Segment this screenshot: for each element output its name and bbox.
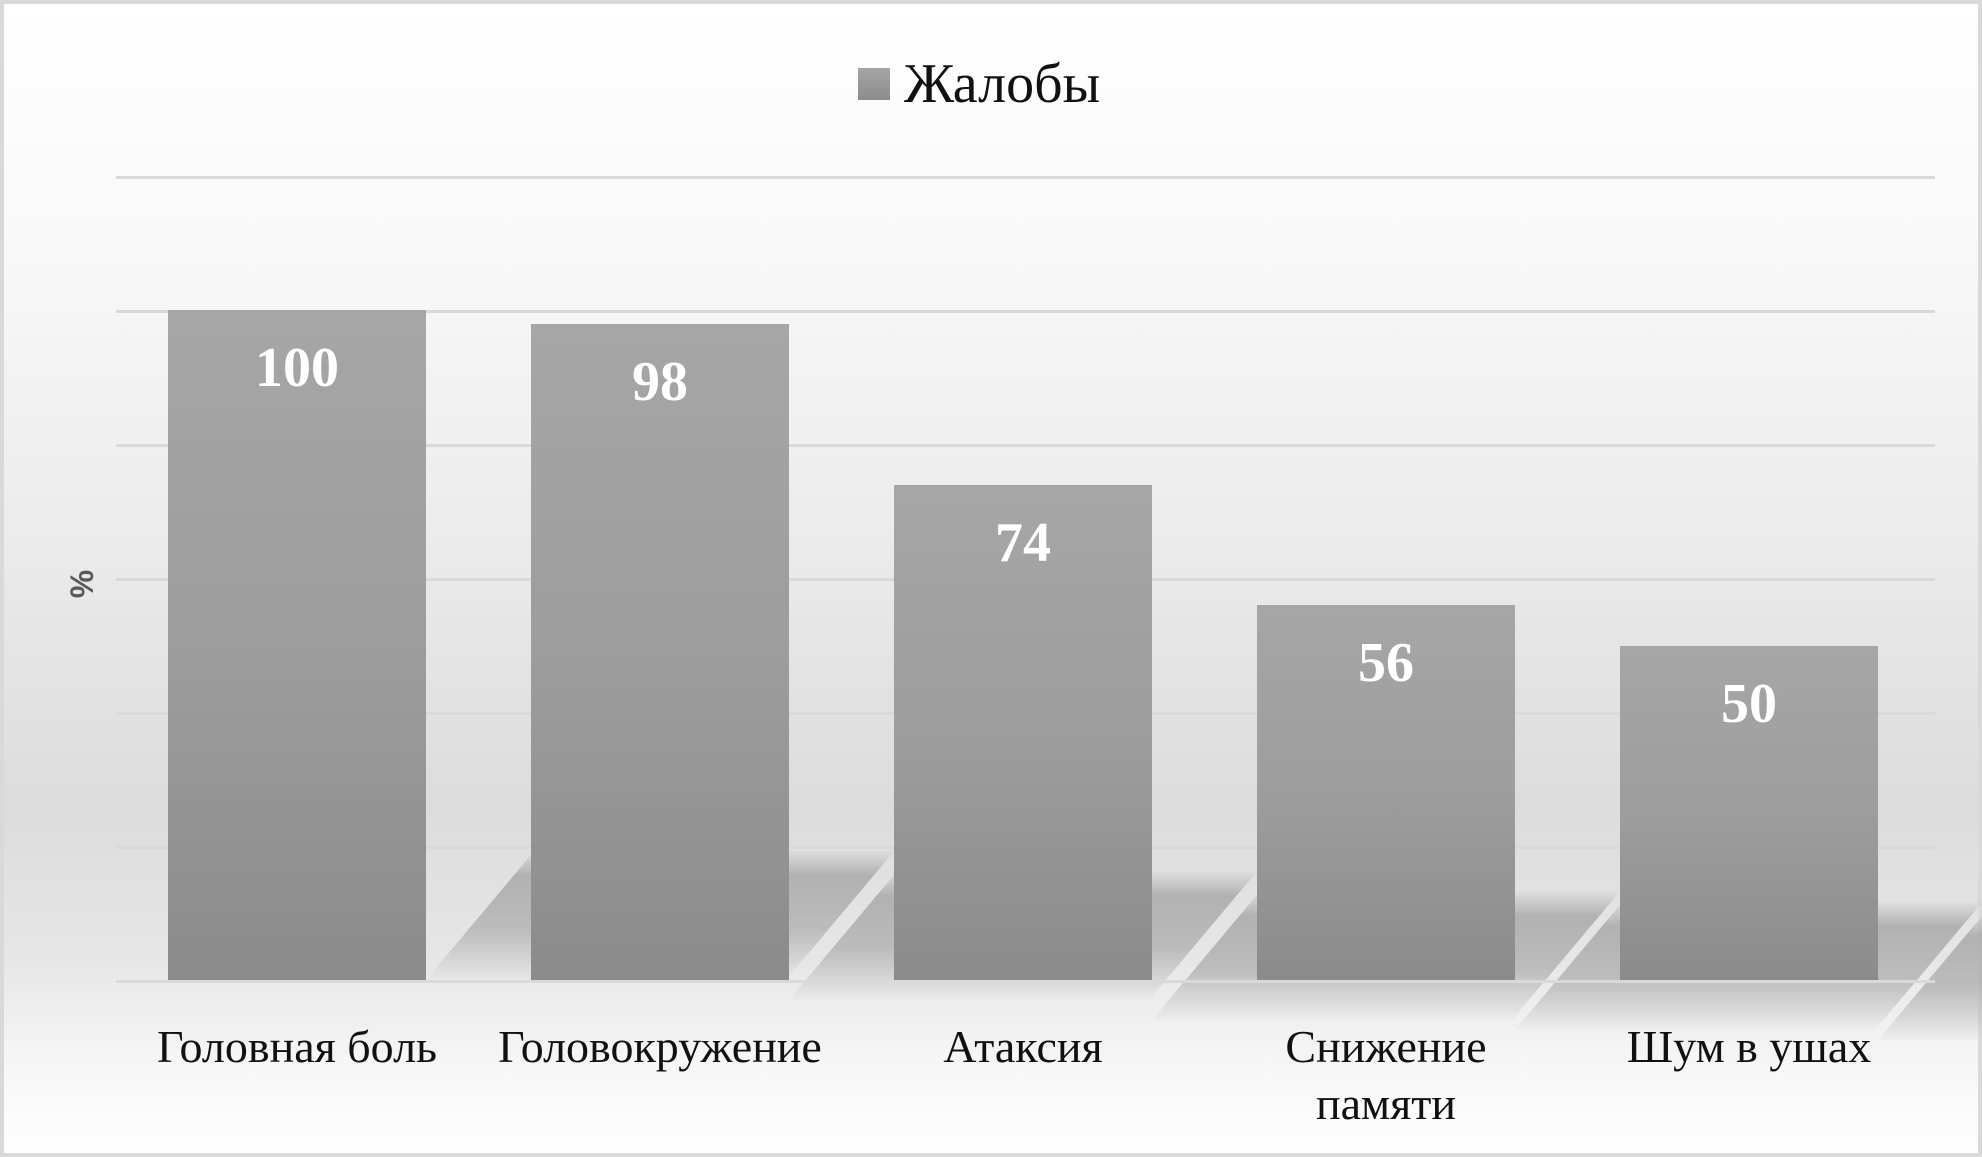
- y-axis-title: %: [63, 569, 100, 599]
- category-label: Головная боль: [156, 1021, 438, 1072]
- bar-dizziness: 98: [531, 324, 789, 980]
- bar-value-label: 56: [1358, 632, 1414, 694]
- bar-value-label: 74: [995, 512, 1051, 574]
- category-label: Головокружение: [498, 1021, 822, 1072]
- gridline-80: [116, 444, 1935, 447]
- legend-swatch: [858, 68, 890, 100]
- x-axis-baseline: [116, 980, 1935, 983]
- gridline-100: [116, 310, 1935, 313]
- category-label: Шум в ушах: [1626, 1021, 1872, 1072]
- gridline-120: [116, 176, 1935, 179]
- category-label: Снижение памяти: [1285, 1021, 1487, 1129]
- bar-memory-decline: 56: [1257, 605, 1515, 980]
- legend: Жалобы: [858, 54, 1100, 114]
- bar-value-label: 100: [255, 337, 339, 399]
- bar-value-label: 50: [1721, 673, 1777, 735]
- bar-value-label: 98: [632, 351, 688, 413]
- category-label: Атаксия: [943, 1021, 1103, 1072]
- bar-ataxia: 74: [894, 485, 1152, 980]
- legend-label: Жалобы: [904, 53, 1101, 115]
- bar-tinnitus: 50: [1620, 646, 1878, 980]
- bar-headache: 100: [168, 310, 426, 980]
